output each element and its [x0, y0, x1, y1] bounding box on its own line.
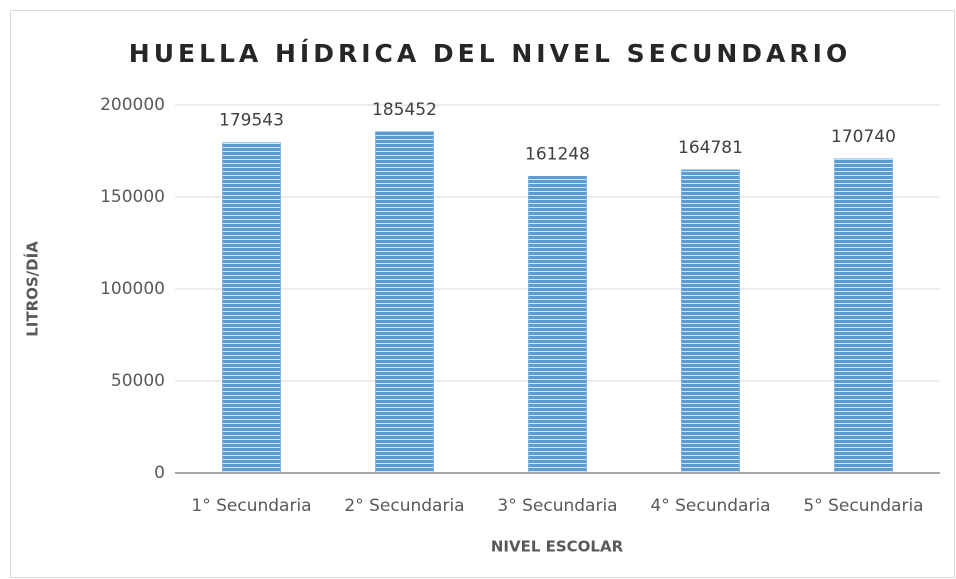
x-tick-label: 5° Secundaria	[803, 496, 923, 516]
y-tick-label: 0	[154, 463, 165, 483]
data-label: 161248	[525, 144, 590, 164]
bar	[222, 142, 281, 474]
x-axis-title: NIVEL ESCOLAR	[491, 538, 624, 556]
data-label: 185452	[372, 100, 437, 120]
x-tick-label: 4° Secundaria	[650, 496, 770, 516]
bar	[528, 176, 587, 474]
data-label: 164781	[678, 138, 743, 158]
bar	[375, 131, 434, 474]
x-tick-label: 3° Secundaria	[497, 496, 617, 516]
data-label: 170740	[831, 127, 896, 147]
y-tick-label: 50000	[111, 371, 165, 391]
x-tick-label: 2° Secundaria	[344, 496, 464, 516]
y-tick-label: 150000	[100, 187, 165, 207]
y-tick-label: 200000	[100, 95, 165, 115]
bar	[834, 158, 893, 474]
y-axis-title: LITROS/DÍA	[23, 241, 42, 337]
chart-title: HUELLA HÍDRICA DEL NIVEL SECUNDARIO	[129, 39, 851, 68]
bar	[681, 169, 740, 474]
data-label: 179543	[219, 111, 284, 131]
x-tick-label: 1° Secundaria	[191, 496, 311, 516]
y-tick-label: 100000	[100, 279, 165, 299]
